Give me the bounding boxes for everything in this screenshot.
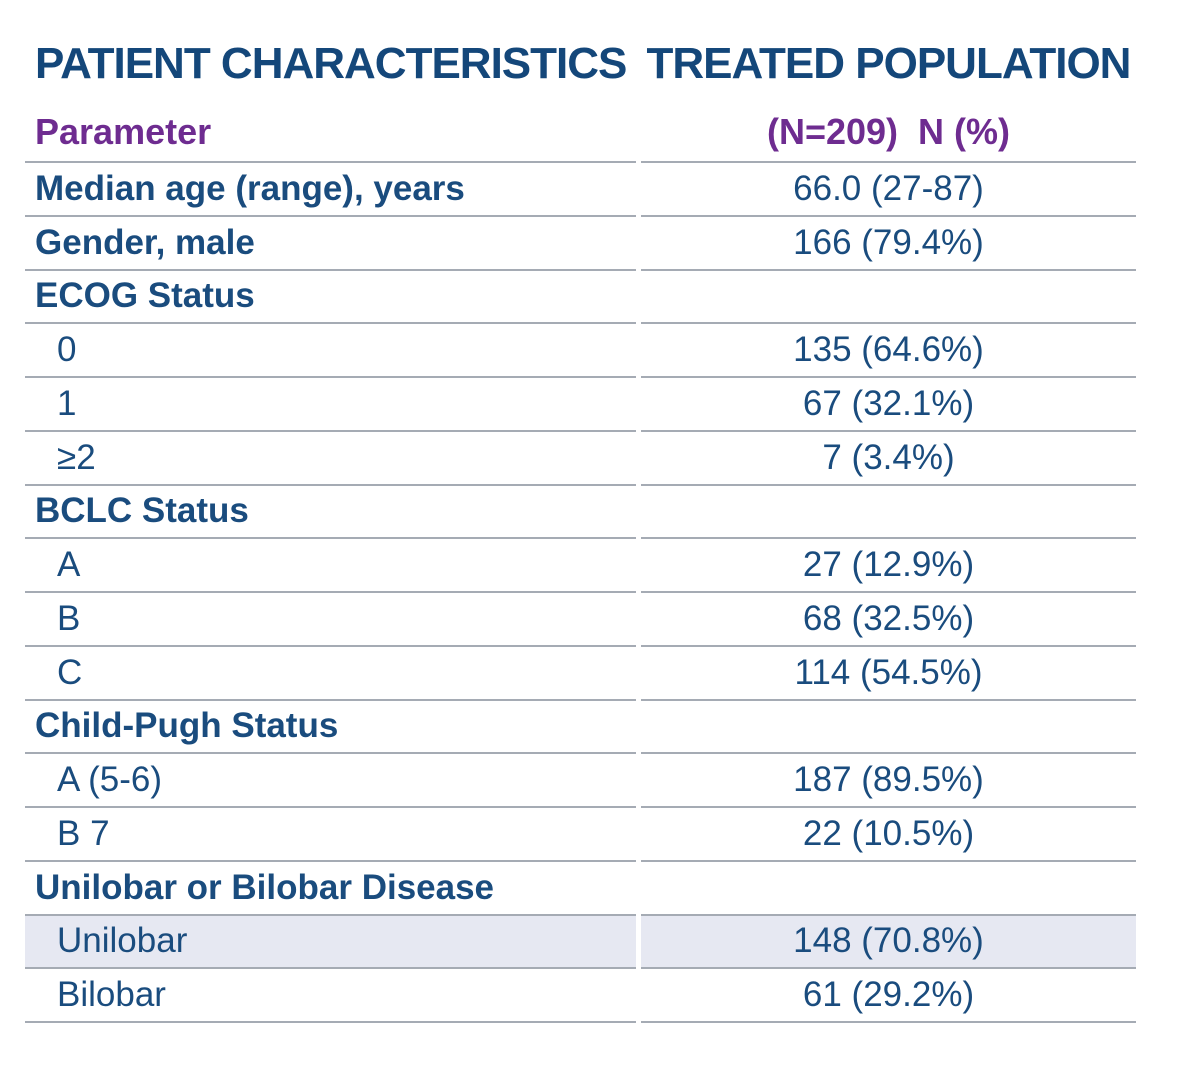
table-row: B 7 22 (10.5%): [25, 808, 1136, 862]
row-value: [641, 486, 1136, 540]
row-value: 66.0 (27-87): [641, 163, 1136, 217]
row-label: B 7: [25, 808, 636, 862]
row-label: Bilobar: [25, 969, 636, 1023]
row-value: 68 (32.5%): [641, 593, 1136, 647]
row-value: 114 (54.5%): [641, 647, 1136, 701]
row-value: 61 (29.2%): [641, 969, 1136, 1023]
row-value: 27 (12.9%): [641, 539, 1136, 593]
row-label: 0: [25, 324, 636, 378]
row-label: Child-Pugh Status: [25, 701, 636, 755]
row-label: A: [25, 539, 636, 593]
table-title-right: TREATED POPULATION: [646, 39, 1132, 88]
row-value: 22 (10.5%): [641, 808, 1136, 862]
table-title-row: PATIENT CHARACTERISTICS TREATED POPULATI…: [25, 25, 1136, 103]
row-label: BCLC Status: [25, 486, 636, 540]
row-label: ≥2: [25, 432, 636, 486]
table-row: Child-Pugh Status: [25, 701, 1136, 755]
table-title-left: PATIENT CHARACTERISTICS: [35, 39, 627, 88]
table-row: A (5-6) 187 (89.5%): [25, 754, 1136, 808]
row-label: Unilobar or Bilobar Disease: [25, 862, 636, 916]
row-value: 135 (64.6%): [641, 324, 1136, 378]
row-value: 187 (89.5%): [641, 754, 1136, 808]
column-header-row: Parameter (N=209) N (%): [25, 103, 1136, 163]
table-row: ECOG Status: [25, 271, 1136, 325]
row-value: [641, 701, 1136, 755]
row-value: 7 (3.4%): [641, 432, 1136, 486]
row-value: 148 (70.8%): [641, 915, 1136, 970]
row-label: B: [25, 593, 636, 647]
row-label: ECOG Status: [25, 271, 636, 325]
table-row: A 27 (12.9%): [25, 539, 1136, 593]
table-row: ≥2 7 (3.4%): [25, 432, 1136, 486]
row-value: 166 (79.4%): [641, 217, 1136, 271]
row-label: Median age (range), years: [25, 163, 636, 217]
row-label: 1: [25, 378, 636, 432]
table-row: Median age (range), years 66.0 (27-87): [25, 163, 1136, 217]
row-label: C: [25, 647, 636, 701]
table-row: Unilobar or Bilobar Disease: [25, 862, 1136, 916]
patient-characteristics-table: PATIENT CHARACTERISTICS TREATED POPULATI…: [20, 25, 1141, 1023]
table-row: BCLC Status: [25, 486, 1136, 540]
table-row: 1 67 (32.1%): [25, 378, 1136, 432]
table-row: C 114 (54.5%): [25, 647, 1136, 701]
row-value: [641, 862, 1136, 916]
column-header-population: (N=209) N (%): [641, 103, 1136, 163]
row-value: [641, 271, 1136, 325]
row-label: Gender, male: [25, 217, 636, 271]
table-row: Unilobar 148 (70.8%): [25, 915, 1136, 970]
table-row: B 68 (32.5%): [25, 593, 1136, 647]
table-row: 0 135 (64.6%): [25, 324, 1136, 378]
row-value: 67 (32.1%): [641, 378, 1136, 432]
column-header-parameter: Parameter: [25, 103, 636, 163]
table-row: Bilobar 61 (29.2%): [25, 969, 1136, 1023]
row-label: Unilobar: [25, 915, 636, 970]
row-label: A (5-6): [25, 754, 636, 808]
table-row: Gender, male 166 (79.4%): [25, 217, 1136, 271]
table-body: Median age (range), years 66.0 (27-87) Gen…: [25, 163, 1136, 1023]
